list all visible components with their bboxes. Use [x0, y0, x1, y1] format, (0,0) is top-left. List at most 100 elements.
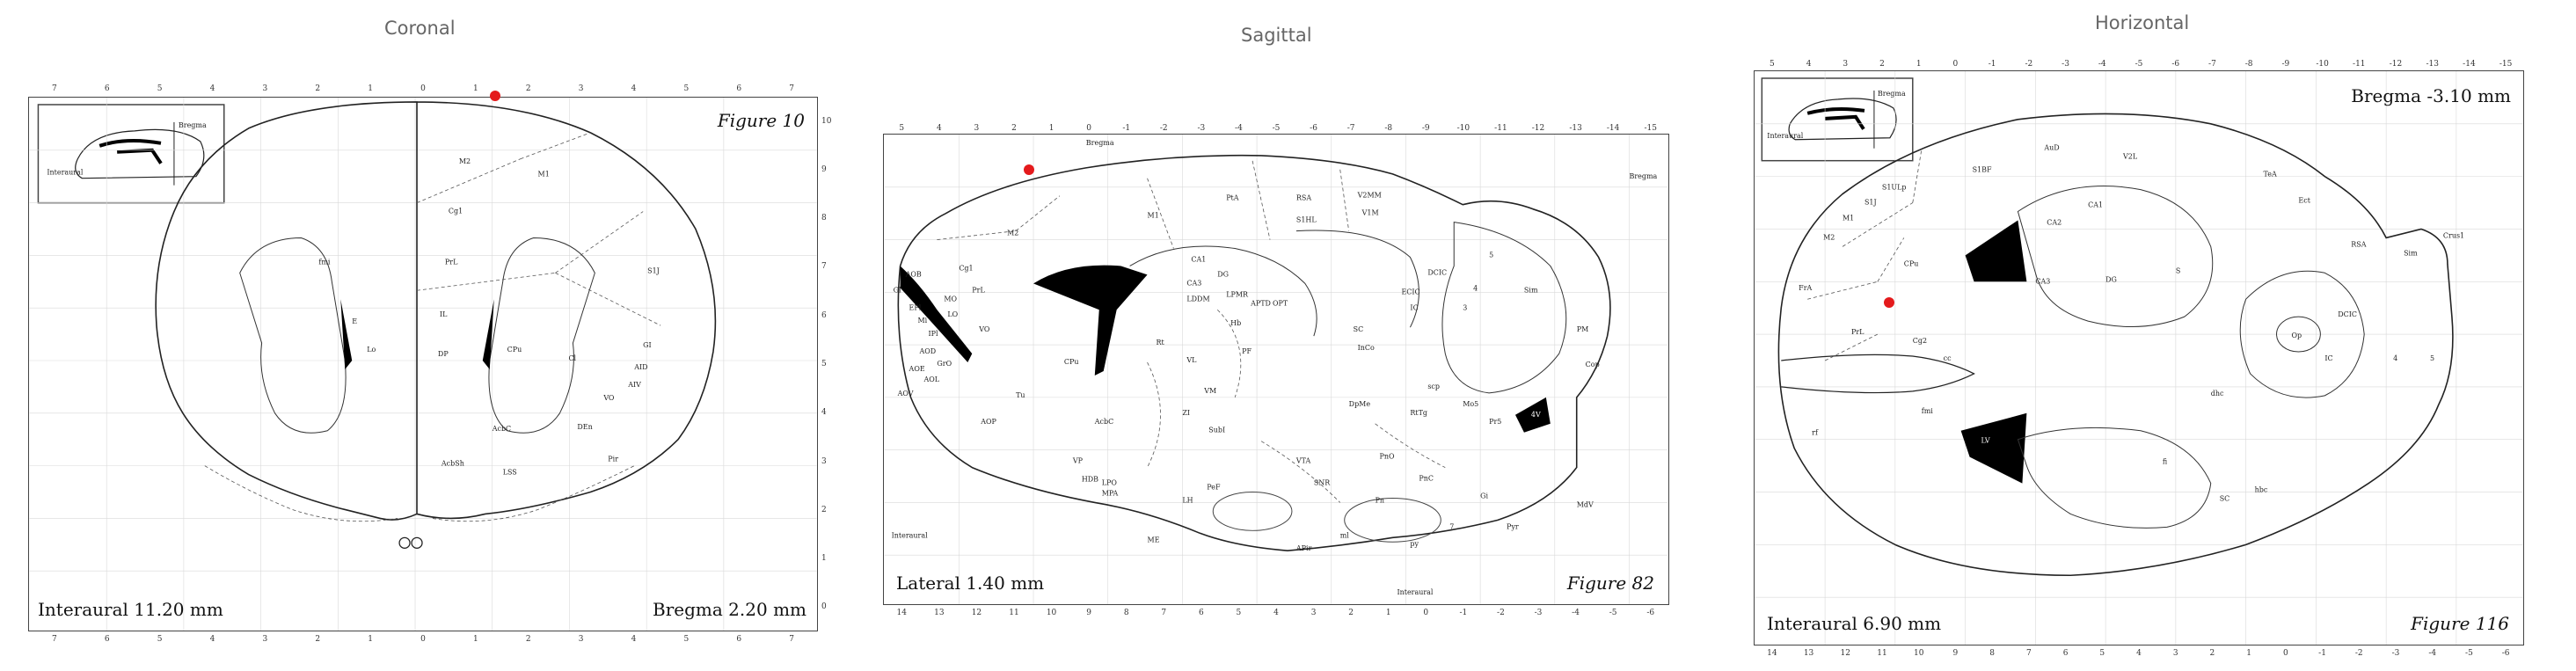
sagittal-position-marker[interactable]: [1024, 164, 1034, 175]
axis-tick-label: -7: [2208, 60, 2216, 69]
axis-tick-label: 4: [1273, 609, 1279, 617]
axis-tick-label: -6: [1310, 124, 1317, 133]
horizontal-panel[interactable]: Interaural Bregma AuD V2L S1BF S1ULp S1J: [1754, 70, 2524, 645]
axis-tick-label: 3: [2172, 649, 2178, 658]
axis-tick-label: -4: [1235, 124, 1243, 133]
sagittal-region-hb: Hb: [1230, 319, 1241, 327]
horizontal-region-prl: PrL: [1851, 328, 1864, 336]
sagittal-region-aov: AOV: [897, 390, 914, 397]
axis-tick-label: -3: [2062, 60, 2069, 69]
axis-tick-label: -3: [1197, 124, 1206, 133]
axis-tick-label: -15: [1644, 124, 1657, 133]
axis-tick-label: -11: [1494, 124, 1507, 133]
sagittal-atlas-drawing: M2 M1 PtA RSA V2MM V1M S1HL Cg1 PrL MO V…: [884, 135, 1668, 604]
sagittal-region-pta: PtA: [1226, 194, 1239, 202]
sagittal-region-m2: M2: [1007, 230, 1018, 237]
axis-tick-label: -4: [2428, 649, 2437, 658]
sagittal-region-m1: M1: [1148, 212, 1159, 220]
axis-tick-label: -12: [2389, 60, 2403, 69]
coronal-region-den: DEn: [577, 423, 592, 431]
axis-tick-label: 5: [1769, 60, 1775, 69]
axis-tick-label: 6: [736, 84, 742, 93]
axis-tick-label: -6: [1646, 609, 1655, 617]
sagittal-region-me: ME: [1148, 536, 1160, 543]
sagittal-view-title: Sagittal: [1241, 25, 1312, 46]
sagittal-region-sc: SC: [1354, 325, 1364, 333]
sagittal-lateral-caption: Lateral 1.40 mm: [896, 573, 1045, 594]
axis-tick-label: -7: [1346, 124, 1355, 133]
sagittal-region-mo: MO: [944, 295, 957, 303]
sagittal-region-rsa: RSA: [1296, 194, 1311, 202]
axis-tick-label: 1: [821, 554, 827, 564]
axis-tick-label: -5: [1272, 124, 1281, 133]
axis-tick-label: -1: [1122, 124, 1131, 133]
axis-tick-label: 5: [683, 84, 690, 93]
coronal-position-marker[interactable]: [490, 91, 500, 101]
axis-tick-label: 3: [821, 456, 827, 466]
coronal-region-e: E: [352, 317, 357, 325]
sagittal-region-pnc: PnC: [1419, 475, 1434, 483]
coronal-region-acbc: AcbC: [492, 425, 511, 433]
coronal-region-m2: M2: [459, 157, 471, 165]
axis-tick-label: -13: [1569, 124, 1582, 133]
axis-tick-label: 1: [368, 635, 373, 644]
axis-tick-label: -6: [2501, 649, 2510, 658]
sagittal-region-ecic: ECIC: [1401, 288, 1419, 295]
coronal-panel[interactable]: Interaural Bregma M2 M1 S1J: [28, 97, 818, 631]
coronal-region-acbsh: AcbSh: [441, 460, 464, 468]
horizontal-region-dhc: dhc: [2211, 390, 2224, 397]
axis-tick-label: -2: [1497, 609, 1505, 617]
axis-tick-label: 0: [1952, 60, 1959, 69]
axis-tick-label: 6: [104, 84, 110, 93]
horizontal-region-cpu: CPu: [1904, 259, 1919, 267]
axis-tick-label: -10: [2316, 60, 2329, 69]
horizontal-region-cg2: Cg2: [1913, 337, 1927, 345]
sagittal-panel[interactable]: M2 M1 PtA RSA V2MM V1M S1HL Cg1 PrL MO V…: [883, 134, 1669, 605]
axis-tick-label: 10: [1913, 649, 1924, 658]
sagittal-region-prl: PrL: [972, 286, 985, 294]
axis-tick-label: 2: [821, 505, 827, 514]
sagittal-region-dg: DG: [1217, 270, 1229, 278]
axis-tick-label: 12: [971, 609, 982, 617]
axis-tick-label: 6: [736, 635, 742, 644]
axis-tick-label: 0: [1086, 124, 1092, 133]
axis-tick-label: 0: [1423, 609, 1429, 617]
horizontal-region-5: 5: [2430, 354, 2434, 362]
horizontal-region-sc: SC: [2220, 495, 2230, 503]
axis-tick-label: -4: [1572, 609, 1580, 617]
axis-tick-label: 1: [1048, 124, 1054, 133]
horizontal-region-s1bf: S1BF: [1973, 166, 1992, 174]
sagittal-region-v2mm: V2MM: [1357, 192, 1382, 200]
horizontal-upper-ventricle: [1965, 220, 2027, 282]
coronal-region-cpu: CPu: [507, 346, 522, 354]
coronal-inset-map: Interaural Bregma: [37, 104, 225, 204]
coronal-region-aiv: AIV: [627, 381, 641, 389]
horizontal-figure-label: Figure 116: [2411, 613, 2509, 634]
horizontal-region-rf: rf: [1812, 429, 1819, 437]
axis-tick-label: -13: [2426, 60, 2439, 69]
sagittal-region-pr5: Pr5: [1489, 418, 1501, 426]
axis-tick-label: 3: [578, 84, 584, 93]
horizontal-region-fmi: fmi: [1922, 407, 1934, 415]
axis-tick-label: -8: [1384, 124, 1393, 133]
axis-tick-label: 2: [315, 635, 321, 644]
axis-tick-label: 3: [1843, 60, 1849, 69]
sagittal-region-snr: SNR: [1314, 479, 1331, 487]
horizontal-inset-map: Interaural Bregma: [1761, 77, 1914, 162]
sagittal-region-scp: scp: [1427, 383, 1440, 390]
coronal-region-lo: Lo: [367, 346, 376, 354]
sagittal-region-inco: InCo: [1358, 344, 1375, 352]
coronal-region-cl: Cl: [568, 354, 576, 362]
sagittal-region-apir: APir: [1295, 544, 1312, 552]
sagittal-figure-label: Figure 82: [1566, 573, 1654, 594]
axis-tick-label: -11: [2353, 60, 2366, 69]
sagittal-region-gl: Gl: [894, 286, 901, 294]
axis-tick-label: 4: [631, 84, 637, 93]
sagittal-region-rt: Rt: [1157, 339, 1165, 346]
horizontal-region-s1ulp: S1ULp: [1882, 184, 1907, 192]
axis-tick-label: 4: [1806, 60, 1812, 69]
horizontal-position-marker[interactable]: [1884, 297, 1894, 308]
axis-tick-label: -2: [1159, 124, 1168, 133]
horizontal-region-ca2: CA2: [2047, 218, 2062, 226]
axis-tick-label: 6: [821, 310, 827, 320]
